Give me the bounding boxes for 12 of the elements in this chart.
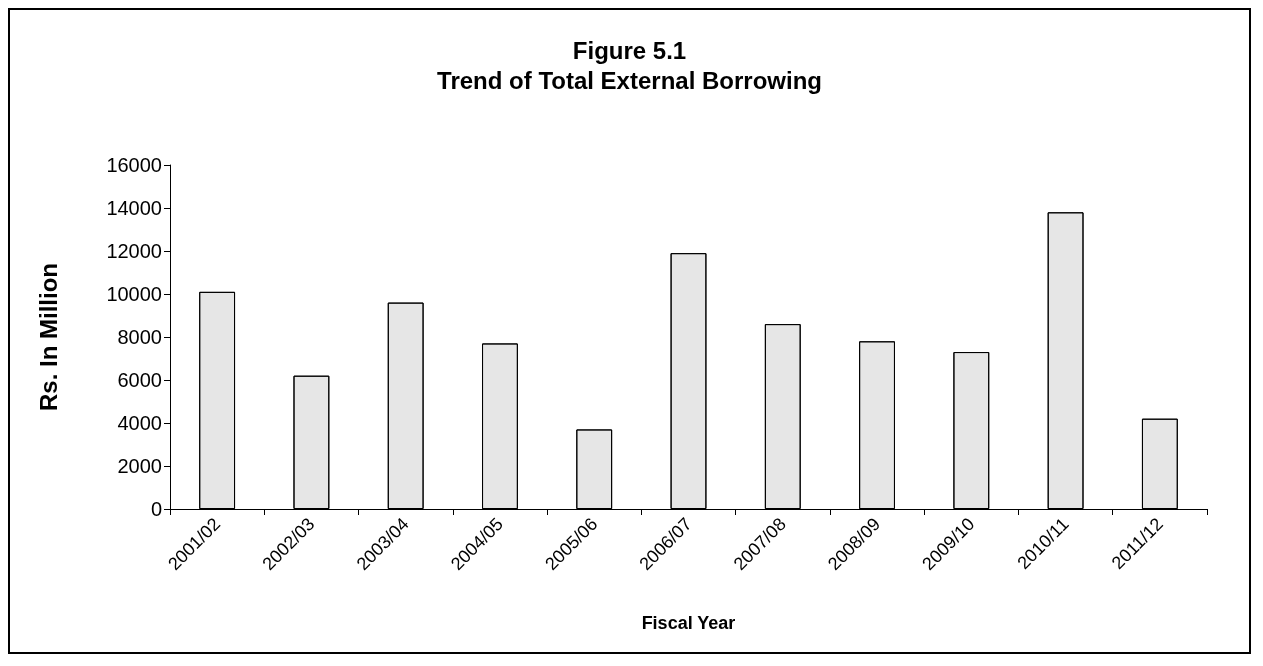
y-tick-label: 14000 [106,197,162,219]
chart-title: Figure 5.1 Trend of Total External Borrowing [437,36,822,94]
y-tick-label: 0 [150,498,162,520]
x-axis-title: Fiscal Year [641,613,736,633]
y-tick-label: 4000 [117,412,162,434]
y-tick-label: 6000 [117,369,162,391]
y-tick-label: 8000 [117,326,162,348]
y-axis-title: Rs. In Million [34,263,62,411]
y-tick-label: 2000 [117,455,162,477]
y-tick-label: 12000 [106,240,162,262]
y-tick-label: 16000 [106,154,162,176]
y-tick-label: 10000 [106,283,162,305]
